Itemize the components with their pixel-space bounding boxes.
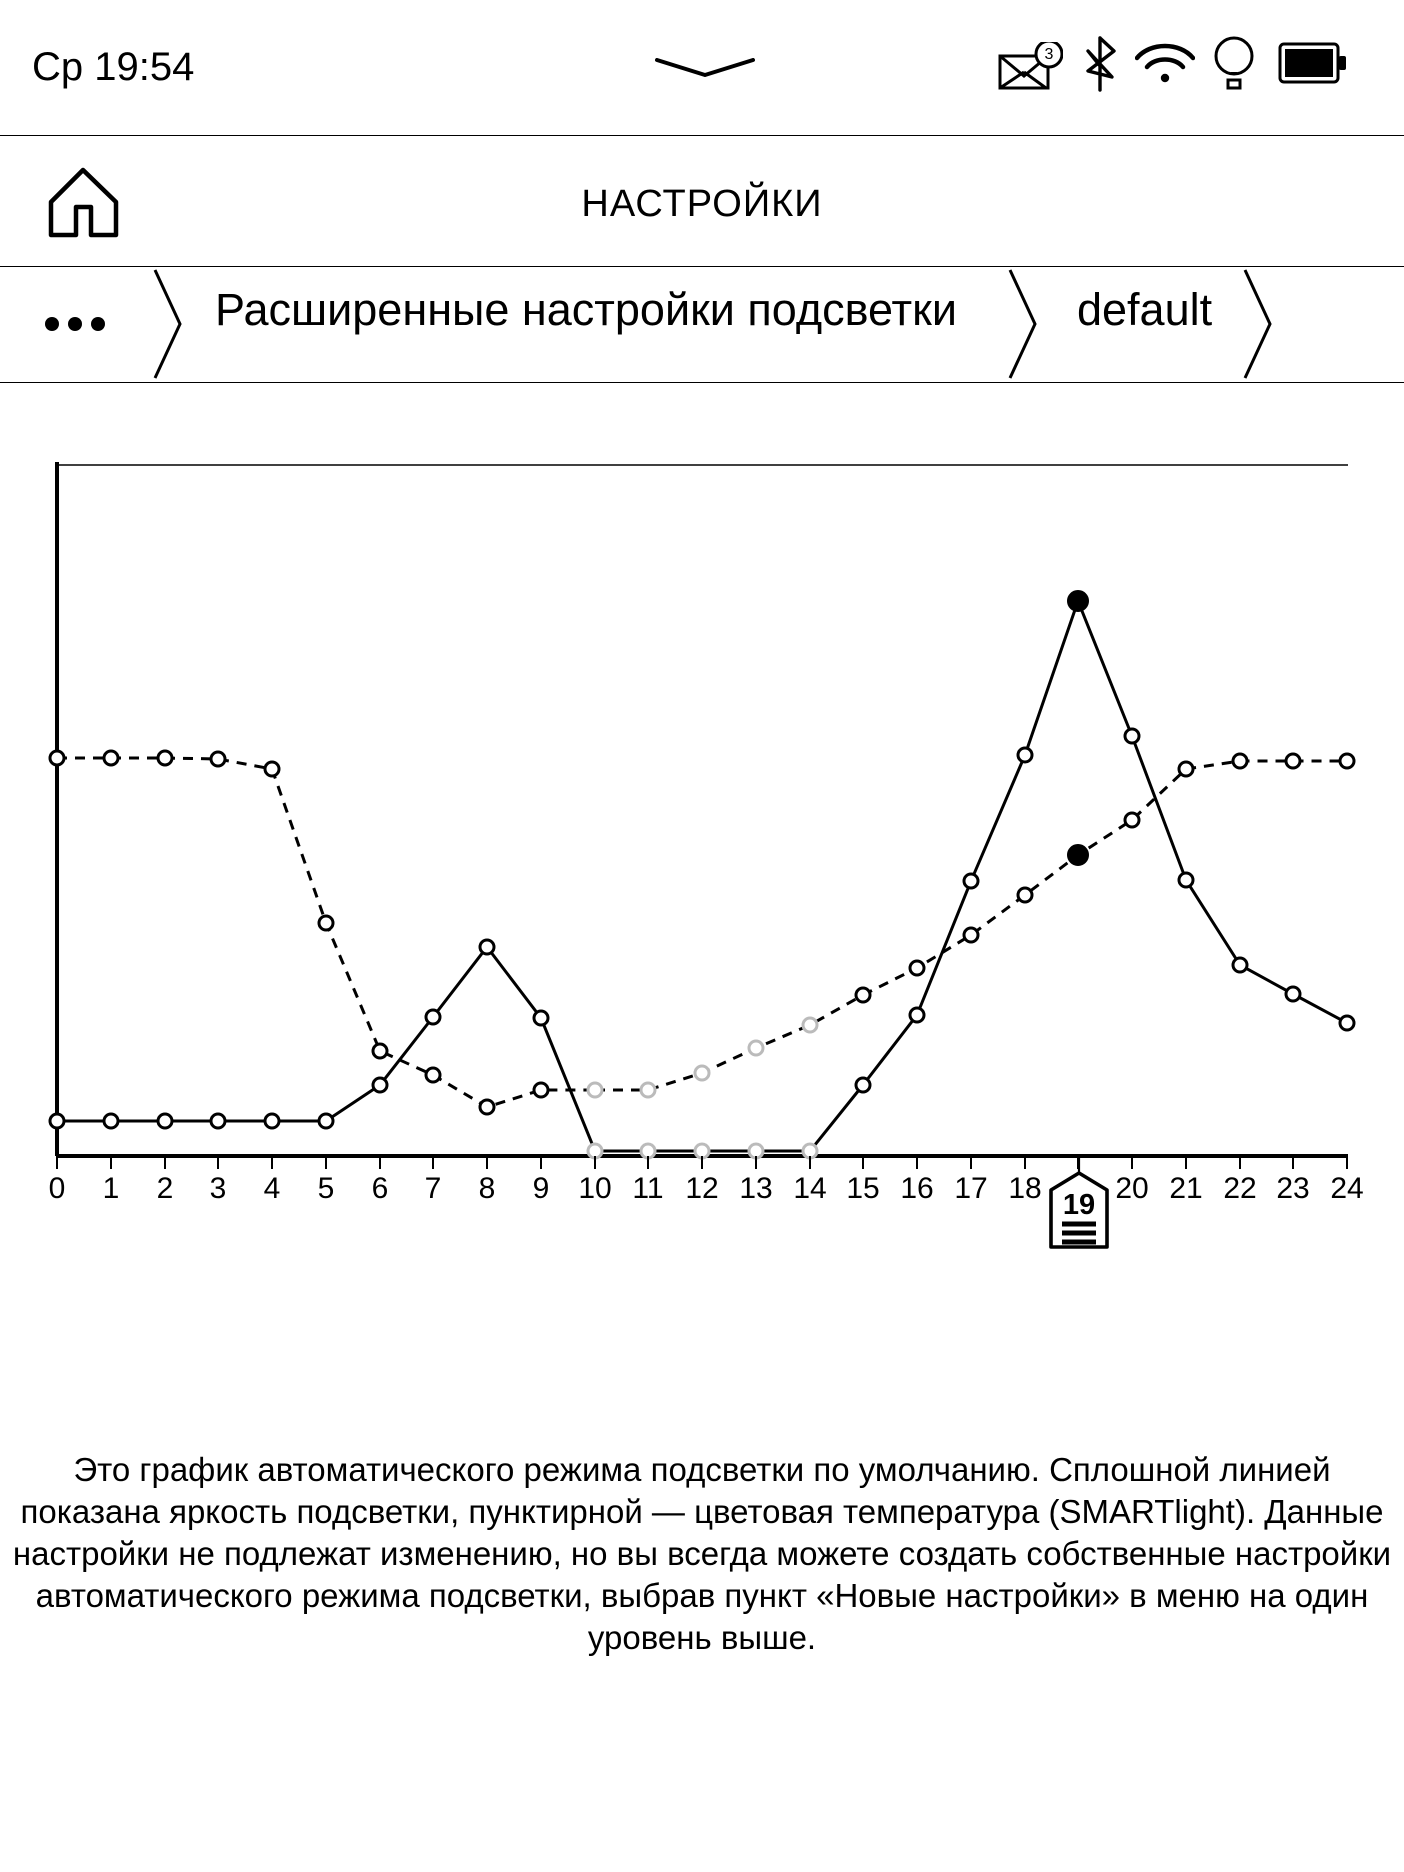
svg-text:13: 13 bbox=[739, 1172, 772, 1205]
svg-text:9: 9 bbox=[533, 1172, 550, 1205]
svg-text:19: 19 bbox=[1063, 1189, 1095, 1221]
svg-text:11: 11 bbox=[632, 1172, 663, 1205]
svg-text:21: 21 bbox=[1169, 1172, 1202, 1205]
svg-text:24: 24 bbox=[1330, 1172, 1363, 1205]
svg-text:0: 0 bbox=[49, 1172, 66, 1205]
svg-text:6: 6 bbox=[372, 1172, 389, 1205]
svg-text:16: 16 bbox=[900, 1172, 933, 1205]
svg-text:23: 23 bbox=[1276, 1172, 1309, 1205]
svg-text:8: 8 bbox=[479, 1172, 496, 1205]
svg-text:3: 3 bbox=[210, 1172, 227, 1205]
svg-text:15: 15 bbox=[846, 1172, 879, 1205]
svg-text:22: 22 bbox=[1223, 1172, 1256, 1205]
svg-text:1: 1 bbox=[103, 1172, 120, 1205]
svg-text:12: 12 bbox=[685, 1172, 718, 1205]
svg-text:14: 14 bbox=[793, 1172, 826, 1205]
svg-text:2: 2 bbox=[157, 1172, 174, 1205]
svg-text:10: 10 bbox=[578, 1172, 611, 1205]
svg-text:7: 7 bbox=[425, 1172, 442, 1205]
svg-text:4: 4 bbox=[264, 1172, 281, 1205]
svg-text:5: 5 bbox=[318, 1172, 335, 1205]
svg-text:20: 20 bbox=[1115, 1172, 1148, 1205]
svg-text:18: 18 bbox=[1008, 1172, 1041, 1205]
svg-text:17: 17 bbox=[954, 1172, 987, 1205]
